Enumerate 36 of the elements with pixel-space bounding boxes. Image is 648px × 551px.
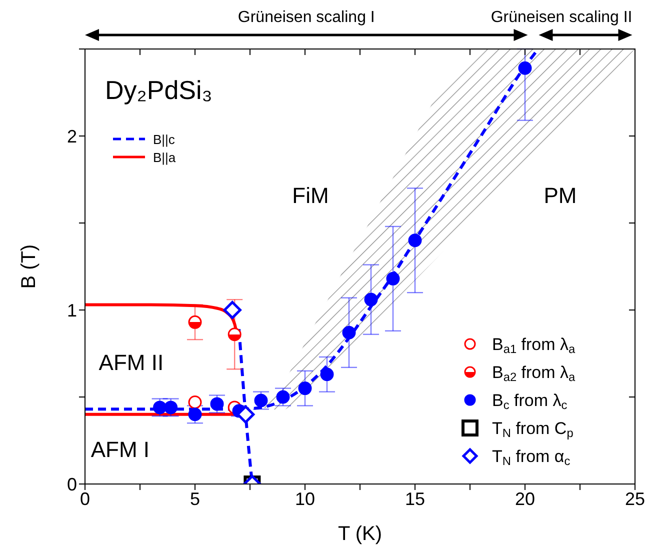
- x-tick-label: 5: [190, 488, 200, 509]
- point: [320, 368, 334, 382]
- point: [364, 292, 378, 306]
- point: [188, 315, 202, 329]
- text: Grüneisen scaling I: [238, 9, 375, 26]
- annotation: AFM II: [98, 350, 164, 376]
- annotation: FiM: [292, 183, 329, 208]
- point: [228, 328, 242, 342]
- x-tick-label: 15: [404, 488, 426, 509]
- y-tick-label: 0: [66, 474, 77, 494]
- annotation: AFM I: [90, 437, 150, 462]
- legend-label: B$_{a2}$ from λ$_{a}$: [492, 363, 576, 384]
- x-tick-label: 25: [624, 488, 646, 509]
- annotation: PM: [544, 183, 577, 208]
- x-tick-label: 0: [80, 488, 90, 509]
- y-tick-label: 2: [66, 126, 77, 146]
- legend-label: B||a: [153, 150, 176, 165]
- point: [298, 382, 312, 396]
- legend-label: B$_{a1}$ from λ$_{a}$: [492, 335, 576, 356]
- x-tick-label: 20: [514, 488, 536, 509]
- legend-label: T$_{N}$ from C$_{p}$: [492, 419, 574, 440]
- point: [188, 395, 202, 409]
- point: [223, 300, 242, 320]
- legend-label: B$_{c}$ from λ$_{c}$: [492, 391, 568, 412]
- y-axis-title: B (T): [18, 244, 40, 289]
- point: [342, 326, 356, 340]
- x-axis-title: T (K): [338, 523, 382, 545]
- x-tick-label: 10: [294, 488, 316, 509]
- point: [386, 272, 400, 286]
- legend-label: T$_{N}$ from α$_{c}$: [492, 447, 570, 468]
- point: [518, 61, 532, 75]
- text: Dy₂PdSi₃: [105, 75, 212, 105]
- legend-label: B||c: [153, 132, 176, 147]
- y-tick-label: 1: [66, 300, 77, 320]
- point: [408, 234, 422, 248]
- text: Grüneisen scaling II: [490, 9, 632, 26]
